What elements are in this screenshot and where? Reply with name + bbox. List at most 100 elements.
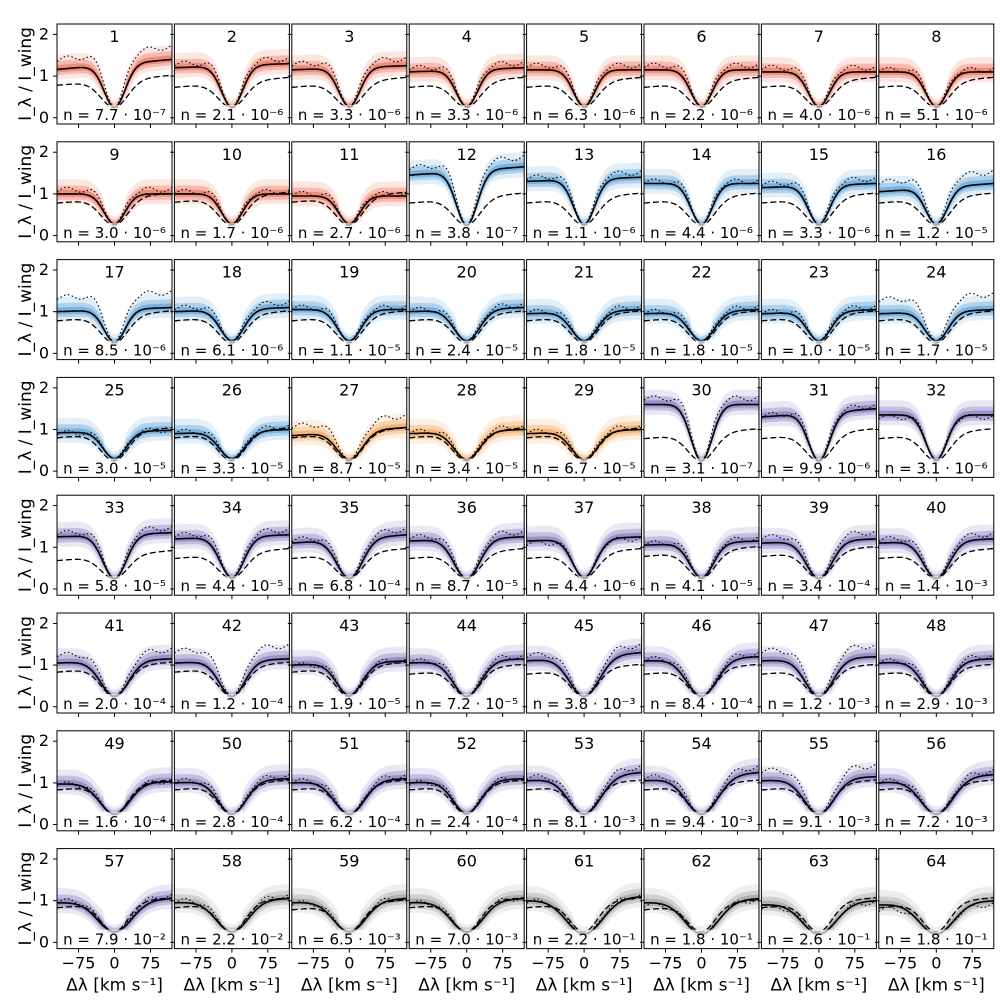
x-tick-label: 75 [375,954,395,973]
x-tick-label: 75 [492,954,512,973]
x-axis-label: Δλ [km s⁻¹] [183,976,280,996]
panel-plot-area [57,179,172,229]
panel-number: 56 [926,734,946,753]
panel-n-label: n = 1.7 · 10⁻⁶ [181,224,284,242]
spread-band [57,650,172,700]
panel-n-label: n = 2.0 · 10⁻⁴ [63,695,166,713]
panel-6: 6 n = 2.2 · 10⁻⁶ [640,23,760,128]
panel-plot-area [174,292,290,346]
spread-band [174,185,290,227]
x-tick-label: 75 [258,954,278,973]
panel-42: 42 n = 1.2 · 10⁻⁴ [170,612,290,717]
x-tick-label: −75 [62,954,96,973]
spread-band [291,770,407,817]
panel-59: 59 n = 6.5 · 10⁻³ −75 0 75 Δλ [km s⁻¹] [287,848,408,996]
spread-band [291,301,407,344]
panel-number: 28 [457,380,477,399]
panel-number: 11 [339,145,359,164]
y-axis-label: I_λ / I_wing [16,498,36,592]
dotted-profile-line [878,413,994,461]
y-tick-label: 1 [39,537,49,556]
spread-band [526,644,642,700]
spread-band [174,770,290,817]
dotted-profile-line [291,658,407,697]
panel-n-label: n = 1.8 · 10⁻¹ [885,931,988,949]
panel-plot-area [526,757,642,820]
panel-8: 8 n = 5.1 · 10⁻⁶ [874,23,995,128]
y-tick-label: 0 [39,579,49,598]
dotted-profile-line [57,647,172,697]
panel-n-label: n = 3.3 · 10⁻⁶ [415,106,518,124]
panel-7: 7 n = 4.0 · 10⁻⁶ [757,23,877,128]
x-tick-label: −75 [766,954,800,973]
y-tick-label: 1 [39,655,49,674]
dotted-profile-line [761,763,877,815]
y-axis-label: I_λ / I_wing [16,616,36,710]
panel-n-bg [177,105,287,122]
panel-plot-area [291,51,407,112]
panel-n-bg [529,222,639,240]
panel-number: 58 [222,852,242,871]
dotted-profile-line [291,527,407,580]
panel-number: 31 [809,380,829,399]
y-axis-label: I_λ / I_wing [16,263,36,357]
panel-48: 48 n = 2.9 · 10⁻³ [874,612,995,717]
panel-plot-area [291,181,407,229]
panel-2: 2 n = 2.1 · 10⁻⁶ [170,23,290,128]
panel-44: 44 n = 7.2 · 10⁻⁵ [405,612,525,717]
panel-n-label: n = 1.2 · 10⁻⁵ [885,224,988,242]
spread-band [878,295,994,346]
spread-band [174,764,290,820]
panel-number: 25 [104,380,124,399]
panel-n-bg [177,694,287,711]
panel-plot-area [644,642,759,702]
spread-band [409,421,525,463]
panel-plot-area [644,168,759,230]
panel-n-label: n = 3.4 · 10⁻⁴ [768,577,871,595]
panel-n-bg [647,694,756,711]
spread-band [57,884,172,937]
panel-n-label: n = 9.9 · 10⁻⁶ [768,459,871,477]
panel-19: 19 n = 1.1 · 10⁻⁵ [287,259,408,364]
panel-plot-area [174,520,290,583]
spread-band [409,650,525,700]
panel-58: 58 n = 2.2 · 10⁻² −75 0 75 Δλ [km s⁻¹] [170,848,290,996]
panel-plot-area [644,389,759,466]
spread-band [526,882,642,940]
panel-n-bg [647,458,756,476]
dotted-profile-line [761,176,877,225]
panel-n-label: n = 1.9 · 10⁻⁵ [298,695,401,713]
spread-band [644,396,759,464]
panel-n-bg [294,694,404,711]
panel-plot-area [878,524,994,584]
panel-plot-area [878,57,994,112]
spread-band [409,894,525,934]
panel-n-label: n = 4.4 · 10⁻⁵ [181,577,284,595]
spread-band [57,51,172,111]
panel-number: 51 [339,734,359,753]
panel-number: 43 [339,616,359,635]
panel-50: 50 n = 2.8 · 10⁻⁴ [170,730,290,835]
panel-n-label: n = 1.8 · 10⁻¹ [650,931,753,949]
panel-n-bg [764,340,874,358]
panel-10: 10 n = 1.7 · 10⁻⁶ [170,141,290,246]
panel-32: 32 n = 3.1 · 10⁻⁶ [874,376,995,482]
panel-plot-area [57,290,172,348]
panel-n-bg [412,576,522,594]
spread-band [644,400,759,463]
y-axis-label: I_λ / I_wing [16,380,36,474]
panel-n-bg [881,694,991,711]
dotted-profile-line [526,170,642,225]
spread-band [526,764,642,817]
dotted-profile-line [57,44,172,108]
spread-band [174,179,290,229]
panel-26: 26 n = 3.3 · 10⁻⁵ [170,376,290,482]
panel-30: 30 n = 3.1 · 10⁻⁷ [640,376,760,482]
panel-16: 16 n = 1.2 · 10⁻⁵ [874,141,995,246]
panel-n-label: n = 1.8 · 10⁻⁵ [650,342,753,360]
panel-n-bg [881,576,991,594]
x-axis-label: Δλ [km s⁻¹] [653,976,750,996]
spread-band [526,414,642,465]
spread-band [409,532,525,580]
panel-9: 9 n = 3.0 · 10⁻⁶ 0 1 2I_λ / I_wing [16,141,173,246]
